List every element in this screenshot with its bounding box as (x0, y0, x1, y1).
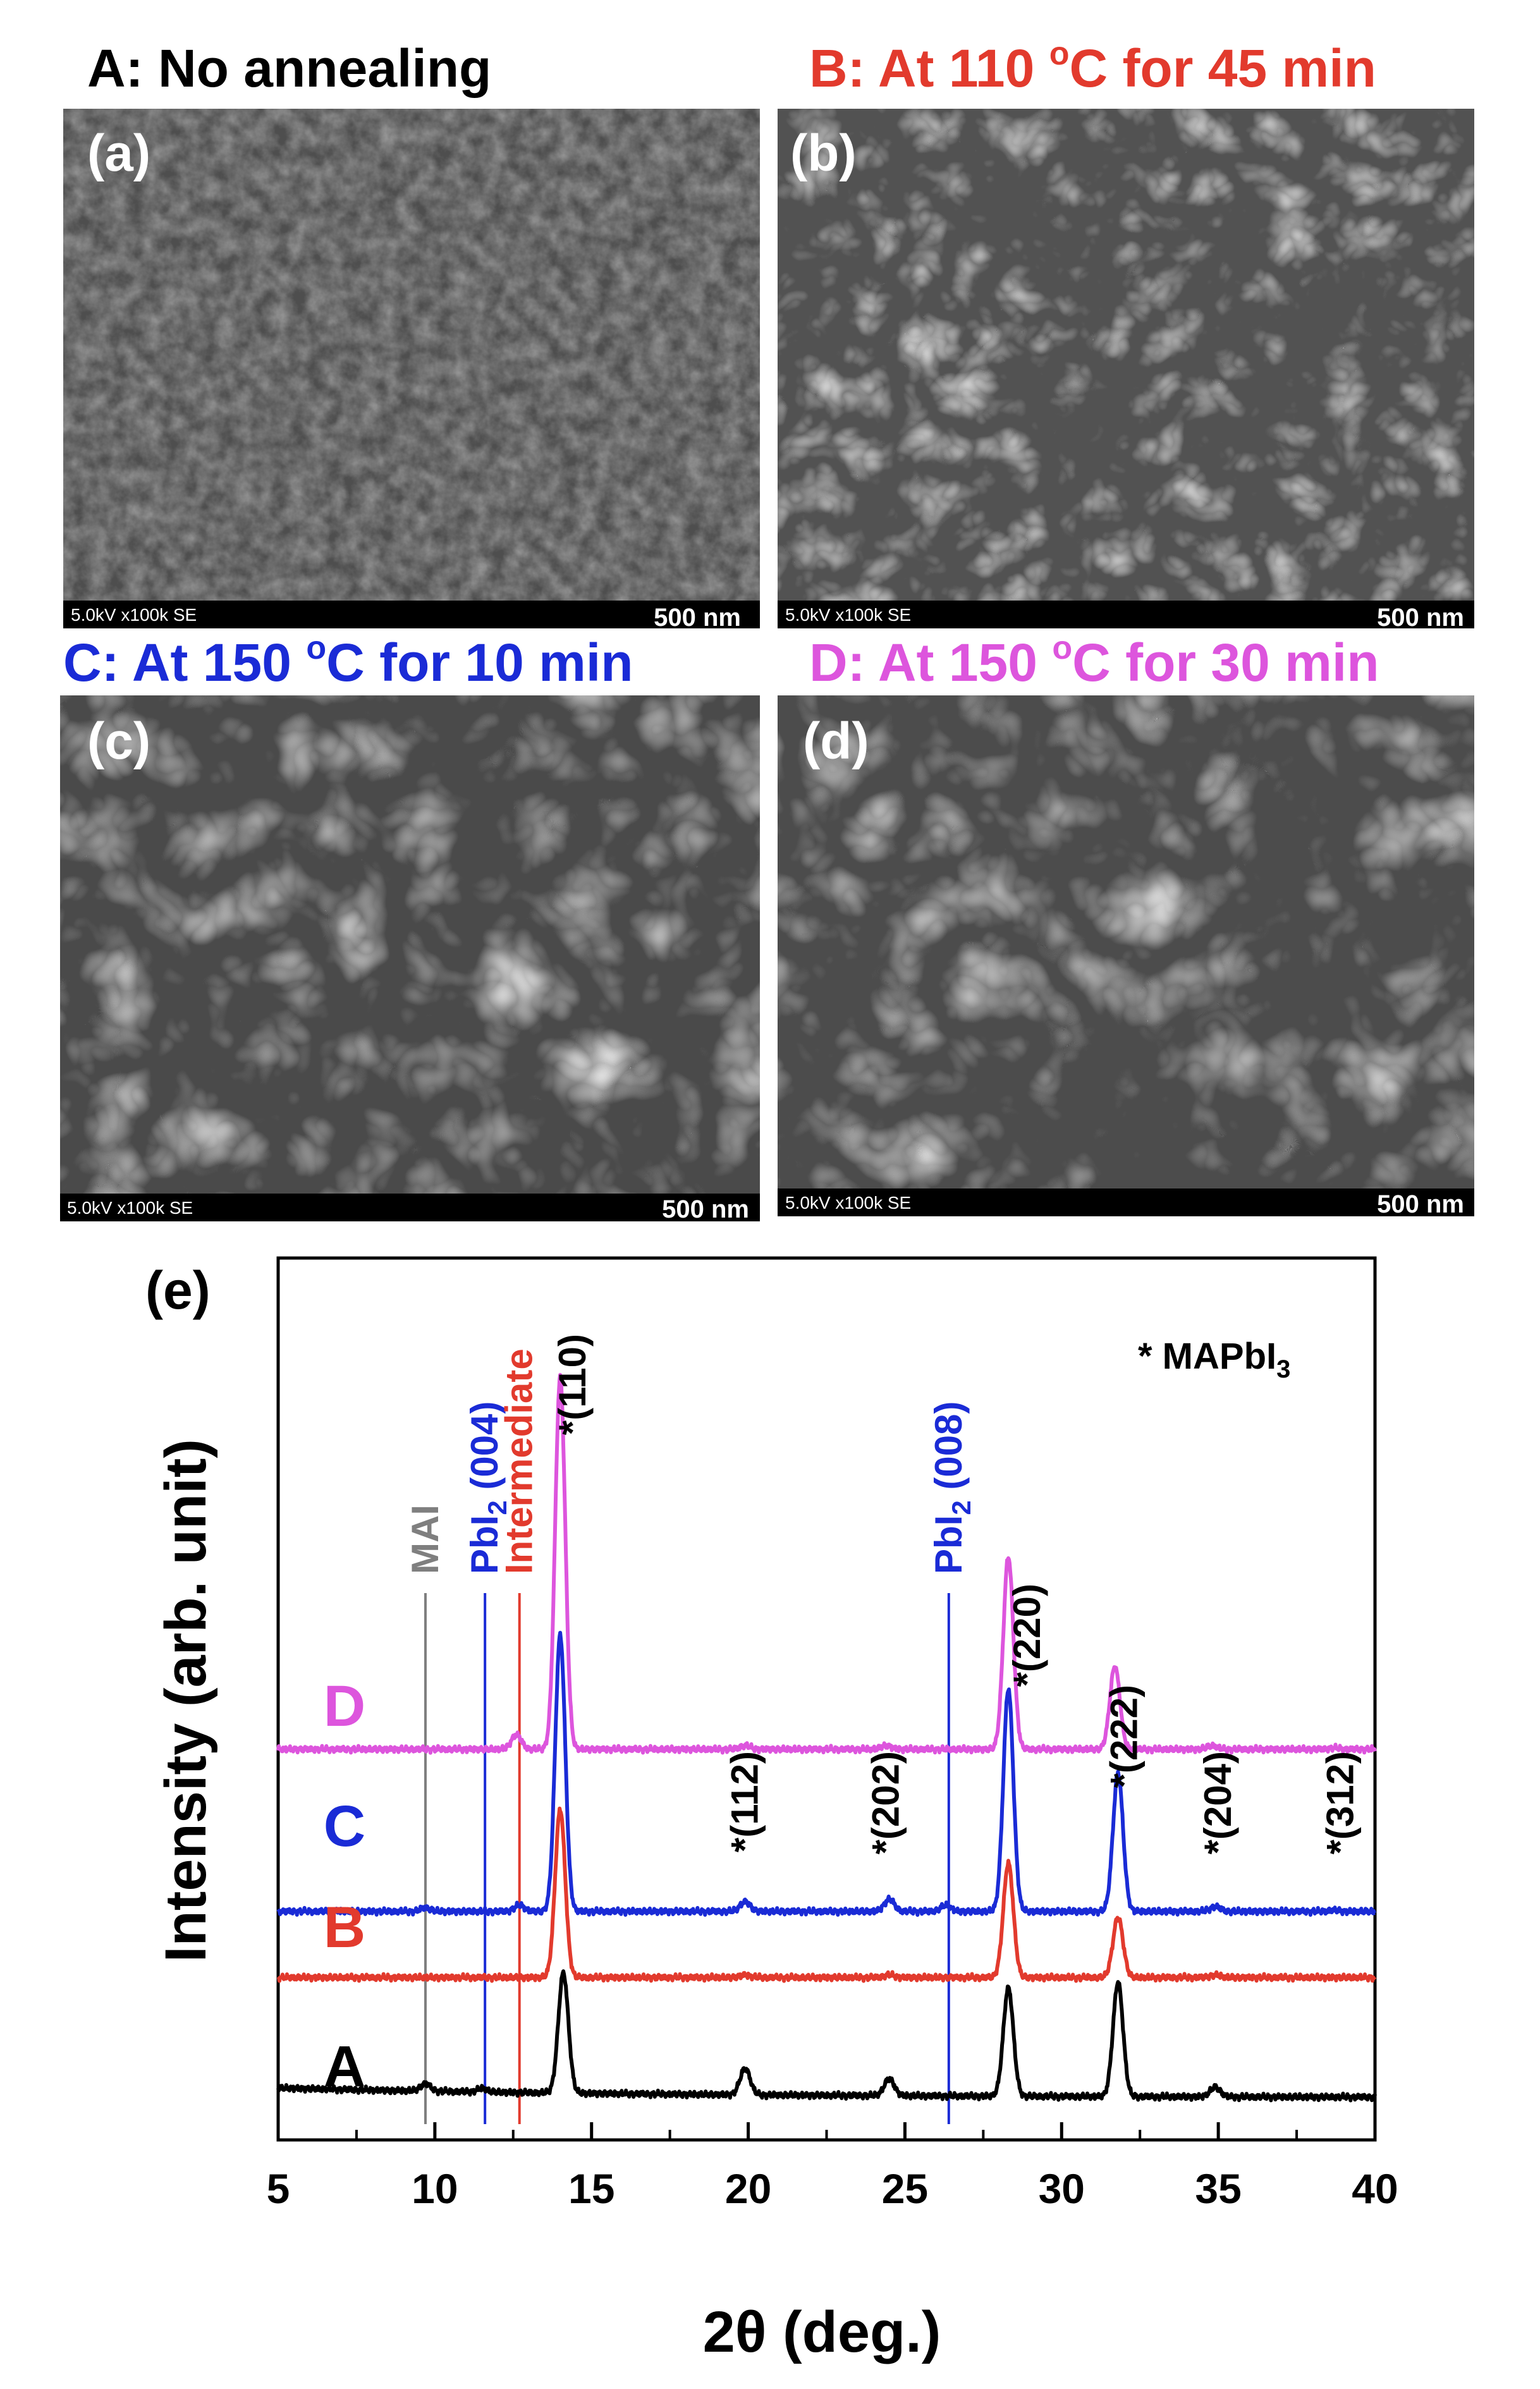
ref-label-pbi-004: PbI2 (004) (463, 1402, 512, 1574)
peak-annotation-220: *(220) (1006, 1584, 1048, 1687)
ref-label-pbi-008: PbI2 (008) (927, 1402, 976, 1574)
panel-title-b-post: C for 45 min (1069, 39, 1376, 98)
panel-title-b-pre: B: At 110 (809, 39, 1049, 98)
sem-c-info: 5.0kV x100k SE (67, 1198, 193, 1218)
peak-annotation-110: *(110) (551, 1334, 594, 1435)
ref-label-sub: 2 (482, 1500, 512, 1515)
ref-label-intermediate: Intermediate (498, 1348, 541, 1574)
sem-a-info: 5.0kV x100k SE (71, 605, 197, 625)
ref-label-main: Intermediate (498, 1348, 541, 1574)
sem-c-scale: 500 nm (662, 1195, 749, 1223)
x-tick-label-20: 20 (725, 2165, 771, 2212)
sem-image-d: (d) 5.0kV x100k SE 500 nm (778, 695, 1474, 1218)
sem-a-scale: 500 nm (654, 604, 741, 632)
ref-label-post: (004) (463, 1402, 506, 1501)
peak-annotation-222: *(222) (1103, 1685, 1145, 1788)
xrd-series-labels: A BCD (324, 1674, 365, 2099)
series-line-c (276, 1630, 1376, 1917)
ref-label-main: PbI (927, 1515, 970, 1574)
panel-title-a-text: A: No annealing (87, 39, 492, 98)
xrd-x-axis: 5 10 15 20 25 30 35 40 (267, 2122, 1398, 2212)
xrd-legend-note-sub: 3 (1276, 1355, 1290, 1383)
panel-title-a: A: No annealing (87, 38, 491, 99)
x-tick-label-25: 25 (882, 2165, 928, 2212)
panel-title-b: B: At 110 oC for 45 min (809, 35, 1376, 99)
x-tick-label-35: 35 (1195, 2165, 1241, 2212)
sem-image-b: (b) 5.0kV x100k SE 500 nm (778, 109, 1474, 632)
xrd-reference-lines: MAI PbI2 (004)Intermediate PbI2 (008) (404, 1348, 976, 2124)
sem-d-info: 5.0kV x100k SE (785, 1193, 911, 1213)
series-line-a (276, 1969, 1377, 2103)
xrd-legend-note: * MAPbI3 (1138, 1336, 1290, 1383)
panel-title-c-pre: C: At 150 (63, 633, 307, 692)
sem-d-panel-label: (d) (803, 712, 869, 770)
panel-title-c-sup: o (306, 630, 327, 666)
sem-b-panel-label: (b) (790, 125, 857, 182)
series-label-c: C (324, 1794, 365, 1859)
ref-label-post: (008) (927, 1402, 970, 1501)
sem-image-c: (c) 5.0kV x100k SE 500 nm (60, 695, 760, 1223)
series-line-d (276, 1372, 1377, 1755)
panel-title-c: C: At 150 oC for 10 min (63, 630, 633, 693)
ref-label-mai: MAI (404, 1505, 446, 1574)
xrd-series (276, 1372, 1377, 2103)
xrd-legend-note-main: * MAPbI (1138, 1336, 1276, 1377)
series-label-b: B (324, 1895, 365, 1960)
xrd-x-axis-label: 2θ (deg.) (703, 2300, 941, 2364)
x-tick-label-10: 10 (412, 2165, 458, 2212)
x-tick-label-15: 15 (568, 2165, 614, 2212)
ref-label-sub: 2 (946, 1500, 976, 1515)
panel-title-d-post: C for 30 min (1072, 633, 1379, 692)
sem-image-a: (a) 5.0kV x100k SE 500 nm (63, 109, 760, 632)
peak-annotation-112: *(112) (724, 1751, 766, 1852)
xrd-chart: (e) MAI PbI2 (004)Intermediate PbI2 (008) … (145, 1256, 1398, 2364)
ref-label-main: MAI (404, 1505, 446, 1574)
series-label-a: A (324, 2034, 365, 2099)
xrd-panel-label: (e) (145, 1261, 211, 1320)
sem-c-panel-label: (c) (87, 712, 150, 770)
panel-title-d: D: At 150 oC for 30 min (809, 630, 1379, 693)
ref-label-main: PbI (463, 1515, 506, 1574)
peak-annotation-204: *(204) (1197, 1751, 1239, 1854)
panel-title-d-pre: D: At 150 (809, 633, 1053, 692)
xrd-plot-frame (276, 1256, 1377, 2142)
x-tick-label-5: 5 (267, 2165, 290, 2212)
series-label-d: D (324, 1674, 365, 1738)
peak-annotation-312: *(312) (1319, 1751, 1361, 1854)
panel-title-b-sup: o (1049, 35, 1070, 72)
sem-b-scale: 500 nm (1377, 604, 1464, 632)
sem-d-scale: 500 nm (1377, 1190, 1464, 1218)
panel-title-c-post: C for 10 min (326, 633, 633, 692)
x-tick-label-30: 30 (1039, 2165, 1085, 2212)
xrd-peak-annotations: *(110) *(112) *(202) *(220) *(222) *(204) *(31… (551, 1334, 1362, 1854)
peak-annotation-202: *(202) (865, 1751, 907, 1854)
x-tick-label-40: 40 (1352, 2165, 1398, 2212)
sem-b-info: 5.0kV x100k SE (785, 605, 911, 625)
series-line-b (276, 1806, 1377, 1983)
xrd-y-axis-label: Intensity (arb. unit) (154, 1439, 218, 1962)
sem-a-panel-label: (a) (87, 125, 150, 182)
panel-title-d-sup: o (1052, 630, 1073, 666)
